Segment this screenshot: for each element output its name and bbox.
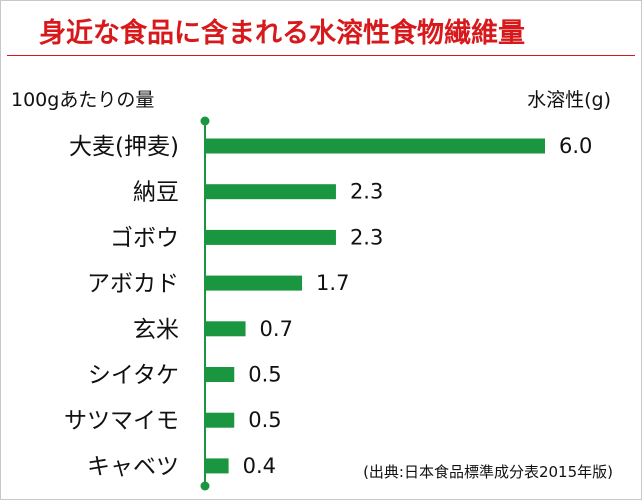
title-underline — [7, 55, 635, 56]
value-label: 0.7 — [260, 317, 293, 341]
bar — [206, 275, 303, 291]
category-label: 大麦(押麦) — [69, 134, 179, 160]
bar — [206, 412, 235, 428]
value-label: 6.0 — [559, 134, 592, 158]
value-label: 0.5 — [248, 363, 281, 387]
category-label: 納豆 — [133, 180, 179, 206]
bar — [206, 321, 246, 337]
bar — [206, 184, 336, 200]
value-label: 2.3 — [350, 225, 383, 249]
category-label: シイタケ — [88, 363, 179, 389]
value-label: 1.7 — [316, 271, 349, 295]
bar — [206, 367, 235, 382]
unit-label-left: 100gあたりの量 — [11, 89, 155, 111]
source-note: (出典:日本食品標準成分表2015年版) — [363, 463, 613, 481]
category-label: ゴボウ — [110, 225, 179, 251]
value-label: 2.3 — [350, 180, 383, 204]
axis-bottom-dot — [200, 481, 210, 491]
unit-label-right: 水溶性(g) — [527, 89, 611, 111]
axis-top-dot — [200, 116, 210, 126]
bar — [206, 229, 336, 245]
chart-title: 身近な食品に含まれる水溶性食物繊維量 — [39, 18, 525, 49]
category-label: キャベツ — [87, 454, 179, 480]
value-label: 0.5 — [248, 408, 281, 432]
category-label: アボカド — [87, 271, 179, 297]
value-label: 0.4 — [243, 454, 276, 478]
category-label: 玄米 — [133, 317, 179, 343]
category-label: サツマイモ — [64, 408, 179, 434]
bar — [206, 458, 229, 474]
bar — [206, 138, 545, 154]
